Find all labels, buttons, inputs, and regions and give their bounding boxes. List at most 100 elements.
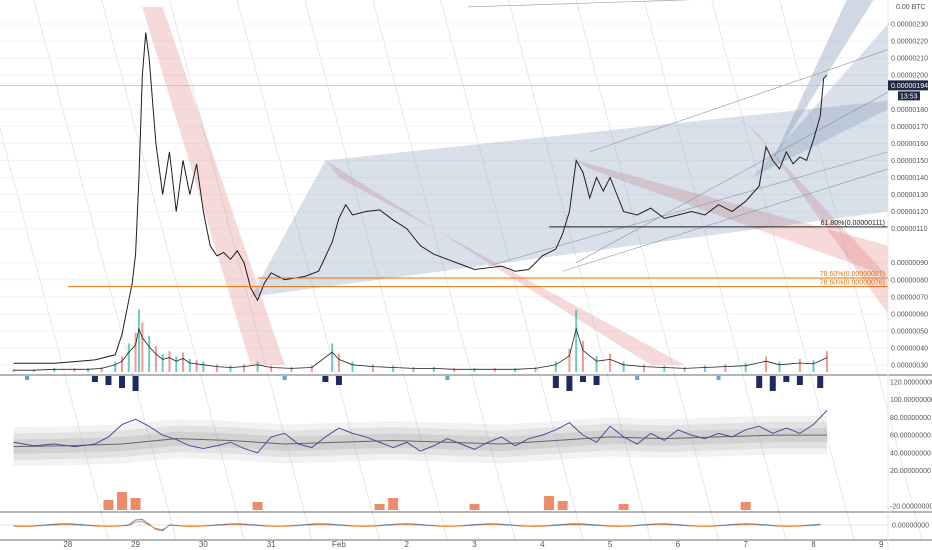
histogram-bar bbox=[769, 376, 776, 391]
volume-bar bbox=[778, 361, 781, 372]
volume-bar bbox=[568, 348, 571, 372]
volume-bar bbox=[243, 364, 246, 372]
grid-line bbox=[168, 0, 313, 541]
grid-line bbox=[711, 0, 855, 541]
price-tick-label: 0.00000140 bbox=[891, 175, 928, 182]
volume-bar bbox=[392, 365, 395, 372]
volume-bar bbox=[229, 365, 232, 372]
volume-bar bbox=[256, 361, 259, 372]
time-tick-label: 31 bbox=[267, 540, 276, 549]
volume-bar bbox=[154, 346, 157, 372]
grid-line bbox=[236, 0, 381, 541]
price-tick-label: 0.00000210 bbox=[891, 56, 928, 63]
signal-line bbox=[13, 521, 821, 530]
histogram-bar bbox=[566, 376, 573, 391]
oscillator-tick-label: 60.00000000 bbox=[890, 433, 931, 440]
oscillator-tick-label: 120.00000000 bbox=[890, 380, 932, 387]
grid-line bbox=[779, 0, 923, 541]
volume-bar bbox=[202, 361, 205, 372]
histogram-bar bbox=[618, 504, 629, 510]
price-tick-label: 0.00000080 bbox=[891, 277, 928, 284]
histogram-bar bbox=[557, 501, 568, 510]
volume-bar bbox=[724, 364, 727, 372]
blue-fan bbox=[752, 24, 888, 178]
histogram-bar bbox=[579, 376, 586, 382]
volume-bar bbox=[412, 366, 415, 372]
price-tick-label: 0.00000060 bbox=[891, 311, 928, 318]
volume-bar bbox=[161, 353, 164, 372]
time-tick-label: 2 bbox=[404, 540, 409, 549]
time-tick-label: 28 bbox=[63, 540, 72, 549]
price-tick-label: 0.00000070 bbox=[891, 294, 928, 301]
trend-line bbox=[487, 151, 889, 267]
volume-bar bbox=[493, 368, 496, 372]
volume-bar bbox=[134, 333, 137, 372]
volume-bar bbox=[514, 368, 517, 372]
time-tick-label: 6 bbox=[676, 540, 681, 549]
price-tick-label: 0.00000230 bbox=[891, 22, 928, 29]
grid-line bbox=[507, 0, 652, 541]
histogram-bar bbox=[252, 502, 263, 510]
volume-bar bbox=[812, 360, 815, 372]
histogram-bar bbox=[103, 500, 114, 510]
volume-bar bbox=[12, 369, 15, 372]
price-line bbox=[13, 32, 828, 364]
oscillator-tick-label: 100.00000000 bbox=[890, 397, 932, 404]
volume-bar bbox=[100, 366, 103, 372]
blue-pitchfork bbox=[250, 100, 889, 297]
time-tick-label: 8 bbox=[811, 540, 816, 549]
macd-tick-label: 0.00000000 bbox=[892, 523, 929, 530]
time-tick-label: Feb bbox=[332, 540, 346, 549]
price-tick-label: 0.00000050 bbox=[891, 328, 928, 335]
pitchfork-drawings bbox=[0, 0, 889, 365]
time-tick-label: 30 bbox=[199, 540, 208, 549]
histogram-bar bbox=[91, 376, 98, 382]
volume-bar bbox=[453, 368, 456, 372]
volume-bar bbox=[744, 362, 747, 372]
oscillator-tick-label: -20.00000000 bbox=[890, 504, 932, 511]
histogram-pane bbox=[103, 492, 751, 510]
fib-levels: 61.80%(0.00000111) 78.60%(0.00000081) 78.6… bbox=[67, 220, 888, 288]
volume-bar bbox=[581, 340, 584, 372]
volume-bar bbox=[764, 356, 767, 372]
volume-bars bbox=[12, 309, 828, 372]
histogram-bar bbox=[117, 492, 128, 510]
fib-label: 78.60%(0.00000076) bbox=[820, 280, 885, 287]
volume-bar bbox=[148, 335, 151, 372]
fib-label: 61.80%(0.00000111) bbox=[821, 220, 885, 227]
time-axis: 28 29 30 31 Feb 2 3 4 5 6 7 8 9 bbox=[63, 540, 884, 549]
red-channel bbox=[576, 160, 888, 277]
time-tick-label: 5 bbox=[608, 540, 613, 549]
volume-ma-line bbox=[13, 327, 828, 371]
volume-bar bbox=[825, 351, 828, 372]
price-series-line bbox=[13, 32, 828, 364]
histogram-bar bbox=[374, 504, 385, 510]
volume-bar bbox=[703, 365, 706, 372]
volume-bar bbox=[683, 366, 686, 372]
countdown-tag bbox=[898, 91, 920, 101]
price-tick-label: 0.00000110 bbox=[891, 226, 928, 233]
trend-line bbox=[467, 0, 692, 8]
volume-bar bbox=[554, 361, 557, 372]
volume-bar bbox=[175, 356, 178, 372]
histogram-bar bbox=[796, 376, 803, 385]
grid-line bbox=[372, 0, 516, 541]
histogram-bar bbox=[25, 376, 30, 380]
volume-bar bbox=[642, 364, 645, 372]
price-tick-label: 0.00000220 bbox=[891, 39, 928, 46]
volume-bar bbox=[182, 352, 185, 372]
histogram-bar bbox=[105, 376, 112, 385]
volume-bar bbox=[609, 353, 612, 372]
time-tick-label: 9 bbox=[879, 540, 884, 549]
histogram-bar bbox=[335, 376, 342, 385]
volume-bar bbox=[622, 361, 625, 372]
price-tick-label: 0.00000160 bbox=[891, 141, 928, 148]
oscillator-line bbox=[13, 409, 828, 454]
volume-bar bbox=[87, 368, 90, 372]
grid-line bbox=[0, 126, 109, 541]
price-tick-label: 0.00000150 bbox=[891, 158, 928, 165]
price-unit-label: 0.00 BTC bbox=[896, 4, 926, 11]
volume-bar bbox=[195, 360, 198, 372]
